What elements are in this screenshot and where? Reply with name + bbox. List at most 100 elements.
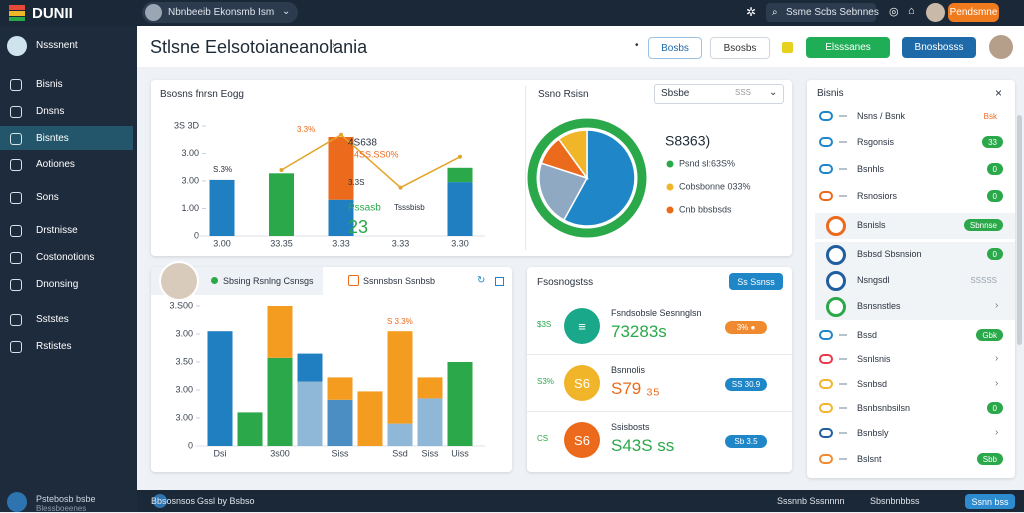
y-tick-label: 3.S00 [169,300,193,310]
row-badge[interactable]: 0 [986,402,1003,414]
row-label: Rsnosiors [857,191,898,201]
annotation: 3.3S [348,178,364,187]
row-pill[interactable]: SS 30.9 [725,378,767,391]
x-tick-label: Siss [331,448,349,458]
nav-item[interactable]: Rstistes [0,334,133,358]
x-tick-label: 3.33 [392,238,410,248]
button[interactable]: Bosbs [648,37,702,59]
header: Stlsne Eelsotoianeanolania › • Bosbs Bso… [137,26,1024,67]
y-tick-label: 3.00 [175,328,193,338]
row-chevron[interactable]: › [995,300,999,311]
footer-subtext: Blessboeenes [36,504,87,513]
row-badge[interactable]: SSSSS [970,275,997,285]
bar [269,173,294,236]
legend-label: Cobsbonne 033% [679,181,751,191]
footer-text: Pstebosb bsbe [36,494,96,504]
row-badge[interactable]: 0 [986,163,1003,175]
footer-button[interactable]: Ssnn bss [965,494,1015,509]
annotation: 23 [348,217,368,237]
row-chevron[interactable]: › [995,378,999,389]
status-icon[interactable] [782,42,793,53]
row-pill[interactable]: Sb 3.5 [725,435,767,448]
row-badge[interactable]: Gbk [976,329,1003,341]
row-divider [527,354,792,355]
nav-item[interactable]: Dnonsing [0,272,133,296]
legend-dot [666,183,674,191]
row-icon [819,354,833,364]
bar [267,306,293,358]
profile-avatar[interactable] [989,35,1013,59]
button[interactable]: Bsosbs [710,37,770,59]
nav-item[interactable]: Bisnis [0,72,133,96]
row-line [839,358,847,360]
row-icon [819,454,833,464]
nav-item[interactable]: Bisntes [0,126,133,150]
annotation: 3.3% [297,125,315,134]
nav-item[interactable]: Drstnisse [0,218,133,242]
workspace-select[interactable]: Nbnbeeib Ekonsmb Ism ⌄ [142,2,298,23]
bar [297,381,323,446]
footer-icon [153,494,167,508]
row-icon [826,216,846,236]
scrollbar[interactable] [1017,115,1022,345]
user-icon [7,36,27,56]
y-tick-label: 3.00 [175,384,193,394]
nav-item[interactable]: Costonotions [0,245,133,269]
x-tick-label: 3.00 [213,238,231,248]
account-search[interactable]: ⌕ Ssme Scbs Sebnnes [766,3,879,22]
y-tick-label: 3.00 [181,175,199,185]
row-icon [819,111,833,121]
close-icon[interactable]: × [995,86,1003,100]
user-avatar[interactable] [926,3,945,22]
row-chevron[interactable]: › [995,353,999,364]
button[interactable]: Bnosbosss [902,37,976,58]
bar [328,137,354,200]
bell-icon[interactable]: ⌂ [908,5,915,17]
row-label: Nsns / Bsnk [857,111,906,121]
row-badge[interactable]: 0 [986,190,1003,202]
dot: • [635,40,639,51]
row-pill[interactable]: 3% ● [725,321,767,334]
panel-title: Bisnis [817,88,844,99]
row-line [839,195,847,197]
row-icon: ≡ [564,308,600,344]
row-label: Bsnisls [857,220,886,230]
dropdown[interactable]: Sbsbe SSS ⌄ [654,84,784,104]
nav-item[interactable]: Aotiones [0,152,133,176]
title-chevron[interactable]: › [332,40,336,51]
revenue-chart: 0 1.00 3.00 3.00 3S 3D 3.00 33.35 3.33 3.33 3.30 S… [174,120,485,248]
nav-icon [10,225,22,237]
dropdown-value: SSS [735,88,752,97]
nav-item[interactable]: Dnsns [0,99,133,123]
bar [327,377,353,400]
action-button[interactable]: Pendsmne [948,3,999,22]
row-name: Ssisbosts [611,422,650,432]
row-value: 73283s [611,322,667,341]
row-badge[interactable]: 0 [986,248,1003,260]
refresh-icon[interactable]: ↻ [477,275,486,286]
nav-label: Sons [36,192,59,203]
nav-item[interactable]: Sststes [0,307,133,331]
nav-label: Drstnisse [36,225,78,236]
pie-ring [527,118,647,238]
row-badge[interactable]: Sbnnse [963,219,1003,231]
row-label: Bsnsnstles [857,301,901,311]
y-tick-label: 3.00 [181,148,199,158]
tab-label[interactable]: Ssnnsbsn Ssnbsb [363,276,436,286]
forecast-button[interactable]: Ss Ssnss [729,273,783,290]
row-badge[interactable]: Bsk [983,111,997,121]
x-tick-label: 3.33 [332,238,350,248]
row-chevron[interactable]: › [995,427,999,438]
row-badge[interactable]: 33 [982,136,1003,148]
grid-icon[interactable]: ✲ [746,5,757,19]
row-icon: S6 [564,365,600,401]
button[interactable]: Elsssanes [806,37,890,58]
nav-item[interactable]: Sons [0,185,133,209]
settings-icon[interactable]: ◎ [889,6,899,18]
footer-label: Gssl by Bsbso [197,496,255,506]
row-highlight [815,294,1015,320]
bar [387,331,413,424]
expand-icon[interactable] [495,277,504,286]
footer-label: Bbsosnsos [151,496,196,506]
row-badge[interactable]: Sbb [976,453,1003,465]
